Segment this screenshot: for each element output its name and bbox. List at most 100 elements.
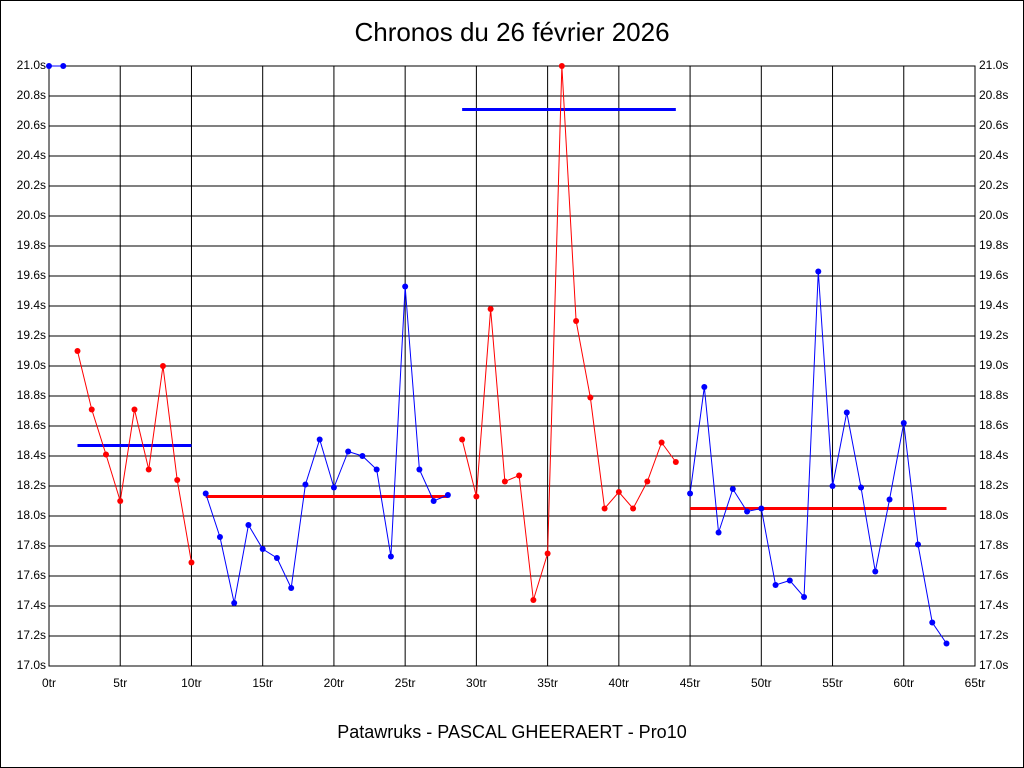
y2-tick-label: 20.0s	[979, 208, 1008, 222]
y-tick-label: 20.2s	[17, 178, 46, 192]
y2-tick-label: 18.2s	[979, 478, 1008, 492]
data-point	[273, 555, 280, 561]
data-point	[60, 63, 67, 69]
data-point	[145, 466, 152, 473]
x-tick-label: 10tr	[181, 676, 202, 690]
data-point	[430, 498, 437, 504]
y-tick-label: 20.0s	[17, 208, 46, 222]
data-point	[473, 493, 480, 500]
data-point	[858, 484, 865, 491]
data-point	[729, 486, 736, 492]
x-tick-label: 60tr	[893, 676, 914, 690]
y2-tick-label: 20.6s	[979, 118, 1008, 132]
data-point	[117, 498, 124, 504]
y-tick-label: 20.4s	[17, 148, 46, 162]
y-tick-label: 17.4s	[17, 598, 46, 612]
data-point	[886, 496, 893, 503]
data-point	[516, 472, 523, 479]
data-point	[786, 577, 793, 584]
data-point	[758, 505, 765, 512]
x-tick-label: 15tr	[252, 676, 273, 690]
data-point	[359, 453, 366, 459]
y2-tick-label: 18.6s	[979, 418, 1008, 432]
data-point	[558, 63, 565, 69]
y-tick-label: 19.8s	[17, 238, 46, 252]
data-point	[658, 439, 665, 446]
x-tick-label: 55tr	[822, 676, 843, 690]
data-point	[216, 534, 223, 540]
y2-tick-label: 19.0s	[979, 358, 1008, 372]
x-tick-label: 20tr	[324, 676, 345, 690]
y-tick-label: 19.0s	[17, 358, 46, 372]
y-tick-label: 19.6s	[17, 268, 46, 282]
data-point	[701, 384, 708, 390]
y2-tick-label: 17.4s	[979, 598, 1008, 612]
data-point	[772, 582, 779, 588]
data-point	[815, 268, 822, 275]
x-tick-label: 30tr	[466, 676, 487, 690]
y-tick-label: 17.0s	[17, 658, 46, 672]
y-tick-label: 18.6s	[17, 418, 46, 432]
y-tick-label: 18.4s	[17, 448, 46, 462]
data-point	[872, 568, 879, 575]
y2-tick-label: 19.8s	[979, 238, 1008, 252]
y2-tick-label: 21.0s	[979, 58, 1008, 72]
data-point	[316, 436, 323, 443]
data-point	[929, 619, 936, 626]
y-tick-label: 20.6s	[17, 118, 46, 132]
data-point	[373, 466, 380, 473]
y2-tick-label: 19.4s	[979, 298, 1008, 312]
x-tick-label: 5tr	[113, 676, 127, 690]
x-tick-label: 45tr	[680, 676, 701, 690]
data-point	[102, 451, 109, 458]
data-point	[587, 394, 594, 401]
y-tick-label: 18.0s	[17, 508, 46, 522]
data-point	[74, 348, 81, 354]
data-point	[801, 594, 808, 600]
data-point	[46, 63, 52, 69]
data-point	[174, 477, 181, 483]
data-point	[644, 478, 651, 485]
y2-tick-label: 18.8s	[979, 388, 1008, 402]
data-point	[88, 406, 95, 413]
data-point	[259, 546, 266, 552]
data-point	[402, 283, 409, 290]
data-point	[202, 490, 209, 497]
data-point	[544, 550, 551, 557]
data-point	[501, 478, 508, 485]
chart-title: Chronos du 26 février 2026	[354, 17, 669, 47]
data-point	[915, 541, 922, 548]
y2-tick-label: 19.6s	[979, 268, 1008, 282]
data-point	[573, 318, 580, 324]
y2-tick-label: 18.4s	[979, 448, 1008, 462]
data-point	[487, 306, 494, 312]
x-axis-label: Patawruks - PASCAL GHEERAERT - Pro10	[337, 722, 686, 742]
data-point	[943, 640, 950, 647]
y2-tick-label: 17.0s	[979, 658, 1008, 672]
data-point	[387, 553, 394, 560]
data-point	[744, 508, 751, 515]
data-point	[615, 489, 622, 495]
y2-tick-label: 20.8s	[979, 88, 1008, 102]
data-point	[630, 505, 637, 512]
y-tick-label: 17.2s	[17, 628, 46, 642]
y2-tick-label: 20.4s	[979, 148, 1008, 162]
data-point	[829, 483, 836, 489]
data-point	[900, 420, 907, 426]
x-tick-label: 50tr	[751, 676, 772, 690]
data-point	[530, 597, 537, 603]
y-tick-label: 20.8s	[17, 88, 46, 102]
data-point	[459, 436, 466, 443]
y-tick-label: 21.0s	[17, 58, 46, 72]
y2-tick-label: 17.6s	[979, 568, 1008, 582]
data-point	[302, 481, 309, 488]
y2-tick-label: 18.0s	[979, 508, 1008, 522]
y2-tick-label: 17.2s	[979, 628, 1008, 642]
data-point	[715, 529, 722, 536]
y-tick-label: 17.6s	[17, 568, 46, 582]
series-line	[205, 286, 449, 604]
y-tick-label: 19.2s	[17, 328, 46, 342]
series-line	[461, 65, 677, 601]
data-point	[288, 585, 295, 591]
y-tick-label: 19.4s	[17, 298, 46, 312]
